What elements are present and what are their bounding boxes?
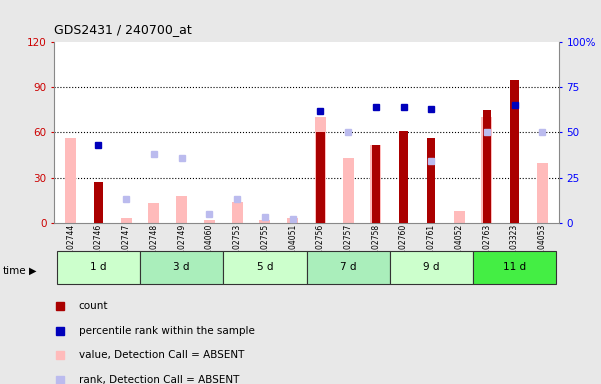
Text: rank, Detection Call = ABSENT: rank, Detection Call = ABSENT	[79, 375, 239, 384]
Text: time: time	[3, 266, 26, 276]
Text: 7 d: 7 d	[340, 262, 356, 272]
Text: value, Detection Call = ABSENT: value, Detection Call = ABSENT	[79, 351, 244, 361]
Text: count: count	[79, 301, 108, 311]
Bar	[260, 220, 270, 223]
Bar	[454, 211, 465, 223]
Text: 1 d: 1 d	[90, 262, 107, 272]
Text: 11 d: 11 d	[503, 262, 526, 272]
Text: percentile rank within the sample: percentile rank within the sample	[79, 326, 255, 336]
Bar	[287, 218, 298, 223]
Bar	[481, 118, 492, 223]
Text: 9 d: 9 d	[423, 262, 439, 272]
Bar	[370, 144, 382, 223]
Text: GDS2431 / 240700_at: GDS2431 / 240700_at	[54, 23, 192, 36]
Bar	[121, 218, 132, 223]
Bar	[400, 131, 407, 223]
FancyBboxPatch shape	[473, 252, 556, 284]
FancyBboxPatch shape	[140, 252, 224, 284]
Bar	[148, 203, 159, 223]
FancyBboxPatch shape	[307, 252, 389, 284]
Bar	[94, 182, 103, 223]
Bar	[510, 80, 519, 223]
Bar	[315, 118, 326, 223]
Bar	[204, 220, 215, 223]
Text: ▶: ▶	[29, 266, 36, 276]
Bar	[176, 196, 188, 223]
Bar	[231, 202, 243, 223]
Text: 5 d: 5 d	[257, 262, 273, 272]
FancyBboxPatch shape	[57, 252, 140, 284]
Bar	[65, 139, 76, 223]
Text: 3 d: 3 d	[174, 262, 190, 272]
Bar	[427, 139, 436, 223]
Bar	[483, 110, 491, 223]
Bar	[371, 144, 380, 223]
FancyBboxPatch shape	[389, 252, 473, 284]
Bar	[537, 162, 548, 223]
Bar	[343, 158, 353, 223]
FancyBboxPatch shape	[224, 252, 307, 284]
Bar	[316, 132, 325, 223]
